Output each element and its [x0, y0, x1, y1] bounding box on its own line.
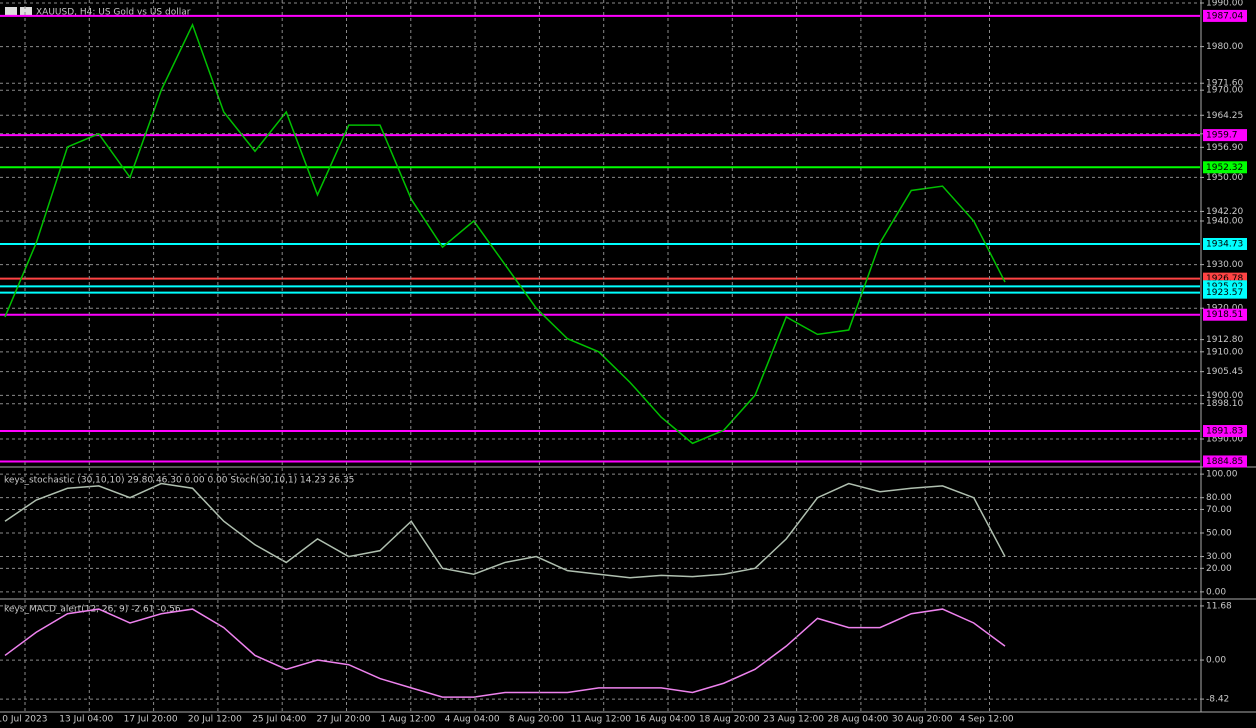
y-tick-label: 1905.45: [1206, 367, 1243, 377]
y-tick-label: 1990.00: [1206, 0, 1243, 9]
y-tick-label: 30.00: [1206, 552, 1232, 562]
stochastic-line: [4, 482, 1006, 579]
y-tick-label: 1940.00: [1206, 217, 1243, 227]
y-tick-label: 1942.20: [1206, 207, 1243, 217]
y-tick-label: 1971.60: [1206, 79, 1243, 89]
y-tick-label: 1890.00: [1206, 435, 1243, 445]
y-tick-label: 1956.90: [1206, 143, 1243, 153]
y-tick-label: 20.00: [1206, 564, 1232, 574]
price-level-box: [1203, 308, 1247, 321]
price-level-label: 1934.73: [1206, 239, 1243, 249]
main-line: [4, 22, 1006, 445]
y-tick-label: 70.00: [1206, 505, 1232, 515]
price-level-label: 1918.51: [1206, 310, 1243, 320]
symbol-icon: [5, 7, 17, 16]
x-tick-label: 4 Sep 12:00: [959, 715, 1014, 725]
indicator-title: keys_stochastic (30,10,10) 29.80 46.30 0…: [4, 476, 354, 486]
macd-line: [4, 608, 1006, 698]
x-tick-label: 23 Aug 12:00: [763, 715, 824, 725]
y-tick-label: 1950.00: [1206, 173, 1243, 183]
price-level-label: 1923.57: [1206, 288, 1243, 298]
x-tick-label: 30 Aug 20:00: [892, 715, 953, 725]
price-level-box: [1203, 9, 1247, 22]
y-tick-label: 1900.00: [1206, 391, 1243, 401]
price-level-label: 1891.83: [1206, 427, 1243, 437]
price-level-box: [1203, 286, 1247, 299]
y-tick-label: 0.00: [1206, 587, 1226, 597]
price-level-box: [1203, 129, 1247, 142]
x-tick-label: 13 Jul 04:00: [59, 715, 113, 725]
price-level-box: [1203, 161, 1247, 174]
chart-title: XAUUSD, H4: US Gold vs US dollar: [36, 8, 191, 18]
x-tick-label: 8 Aug 20:00: [509, 715, 564, 725]
price-level-label: 1926.78: [1206, 274, 1243, 284]
y-tick-label: 1980.00: [1206, 42, 1243, 52]
price-level-box: [1203, 455, 1247, 468]
x-tick-label: 4 Aug 04:00: [445, 715, 500, 725]
price-level-box: [1203, 425, 1247, 438]
y-tick-label: 1970.00: [1206, 86, 1243, 96]
price-level-label: 1959.7: [1206, 131, 1238, 141]
y-tick-label: 80.00: [1206, 493, 1232, 503]
y-tick-label: 1910.00: [1206, 347, 1243, 357]
y-tick-label: 100.00: [1206, 470, 1238, 480]
price-level-label: 1987.04: [1206, 11, 1243, 21]
price-level-label: 1884.85: [1206, 457, 1243, 467]
x-tick-label: 16 Aug 04:00: [635, 715, 696, 725]
x-tick-label: 27 Jul 20:00: [317, 715, 371, 725]
y-tick-label: 1930.00: [1206, 260, 1243, 270]
y-tick-label: 11.68: [1206, 601, 1232, 611]
x-tick-label: 17 Jul 20:00: [124, 715, 178, 725]
symbol-icon: [20, 7, 32, 16]
x-tick-label: 11 Aug 12:00: [570, 715, 631, 725]
y-tick-label: 0.00: [1206, 656, 1226, 666]
x-tick-label: 1 Aug 12:00: [380, 715, 435, 725]
x-tick-label: 28 Aug 04:00: [828, 715, 889, 725]
y-tick-label: 1912.80: [1206, 335, 1243, 345]
y-tick-label: 50.00: [1206, 529, 1232, 539]
y-tick-label: 1898.10: [1206, 399, 1243, 409]
y-tick-label: -8.42: [1206, 695, 1229, 705]
x-tick-label: 25 Jul 04:00: [252, 715, 306, 725]
x-tick-label: 18 Aug 20:00: [699, 715, 760, 725]
x-tick-label: 10 Jul 2023: [0, 715, 47, 725]
price-level-label: 1952.32: [1206, 163, 1243, 173]
price-level-box: [1203, 237, 1247, 250]
x-tick-label: 20 Jul 12:00: [188, 715, 242, 725]
y-tick-label: 1964.25: [1206, 111, 1243, 121]
